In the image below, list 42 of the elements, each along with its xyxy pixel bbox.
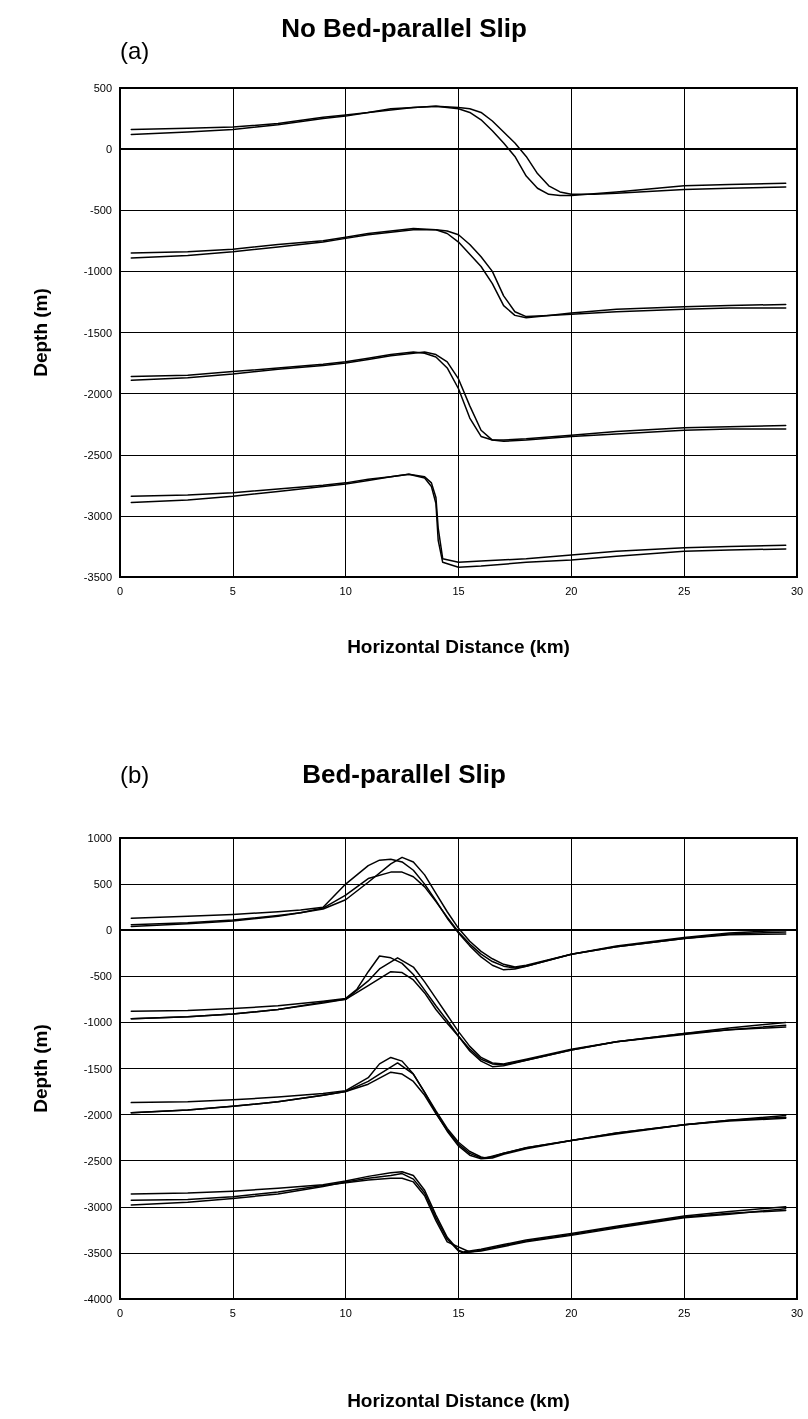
chart-title: Bed-parallel Slip (302, 759, 506, 789)
x-tick-label: 15 (452, 1306, 465, 1319)
chart-title: No Bed-parallel Slip (281, 13, 527, 43)
x-tick-label: 25 (678, 584, 691, 597)
y-tick-label: 500 (93, 878, 112, 891)
x-axis-title: Horizontal Distance (km) (347, 1390, 570, 1411)
y-tick-label: -2500 (83, 1154, 112, 1167)
y-tick-label: 500 (93, 82, 112, 94)
y-tick-label: -2000 (83, 1108, 112, 1121)
x-tick-label: 15 (452, 584, 465, 597)
text: (b) (120, 760, 150, 788)
y-tick-label: -1000 (83, 1016, 112, 1029)
x-tick-label: 25 (678, 1306, 691, 1319)
y-tick-label: -2000 (83, 387, 112, 400)
y-tick-label: -500 (89, 204, 112, 217)
text: (a) (120, 36, 150, 64)
y-tick-label: -4000 (83, 1293, 112, 1305)
x-tick-label: 10 (339, 1306, 352, 1319)
x-axis-title: Horizontal Distance (km) (347, 636, 570, 657)
y-tick-label: -3500 (83, 1246, 112, 1259)
y-tick-label: -1500 (83, 326, 112, 339)
y-tick-label: -1000 (83, 265, 112, 278)
y-tick-label: -500 (89, 970, 112, 983)
x-tick-label: 0 (116, 1306, 124, 1319)
y-tick-label: -2500 (83, 448, 112, 461)
y-axis-title: Depth (m) (30, 1024, 51, 1113)
x-tick-label: 30 (790, 584, 804, 597)
y-tick-label: 0 (105, 924, 112, 937)
x-tick-label: 20 (565, 584, 578, 597)
y-tick-label: 1000 (87, 832, 112, 844)
y-tick-label: -3000 (83, 1200, 112, 1213)
x-tick-label: 5 (229, 584, 236, 597)
y-axis-title: Depth (m) (30, 288, 51, 377)
y-tick-label: -1500 (83, 1062, 112, 1075)
x-tick-label: 20 (565, 1306, 578, 1319)
y-tick-label: -3000 (83, 509, 112, 522)
y-tick-label: 0 (105, 143, 112, 156)
x-tick-label: 30 (790, 1306, 804, 1319)
x-tick-label: 10 (339, 584, 352, 597)
y-tick-label: -3500 (83, 571, 112, 583)
x-tick-label: 5 (229, 1306, 236, 1319)
x-tick-label: 0 (116, 584, 124, 597)
